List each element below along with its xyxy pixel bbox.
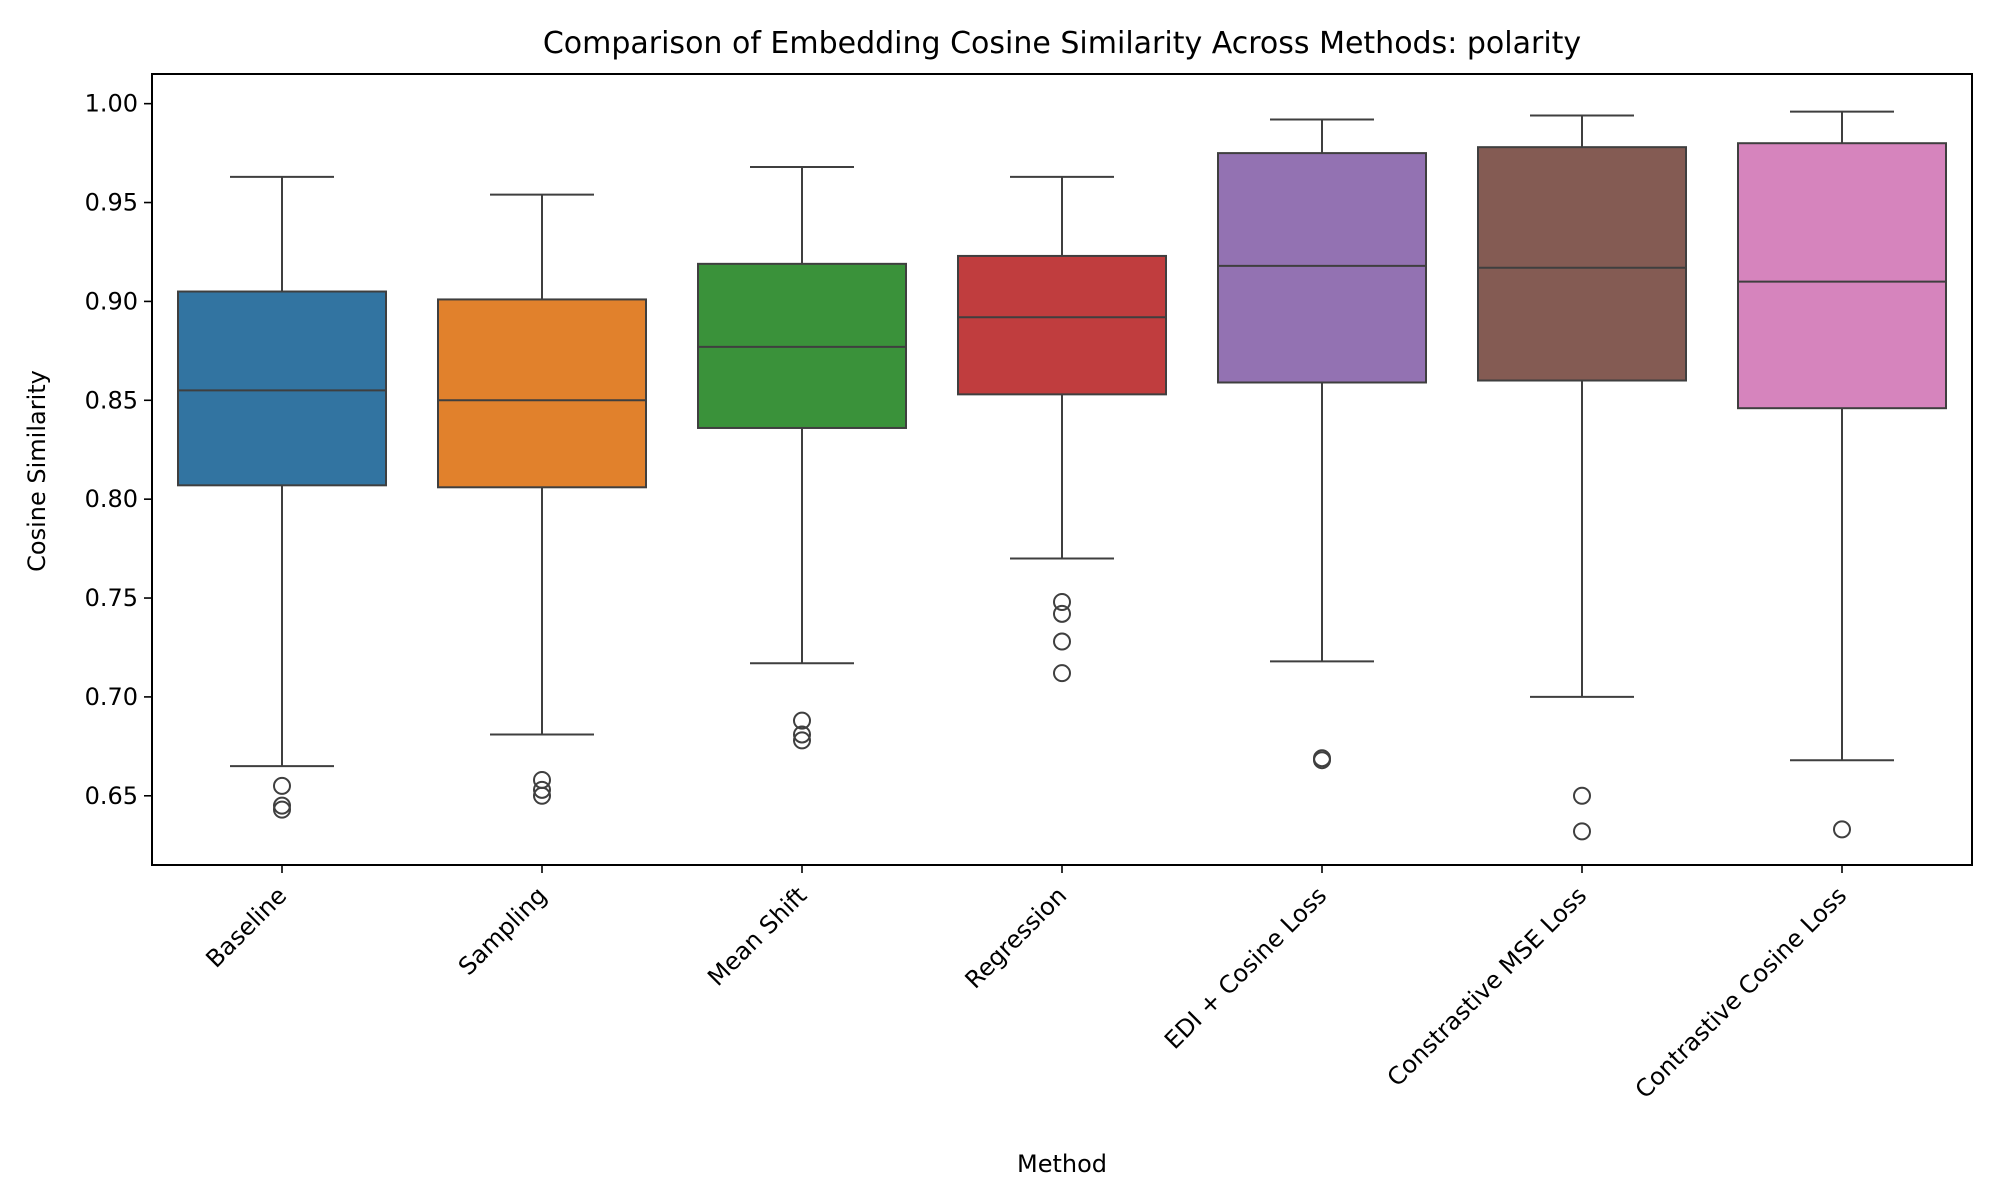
box-iqr [437,298,647,489]
box-iqr [1217,152,1427,384]
chart-title: Comparison of Embedding Cosine Similarit… [543,26,1581,61]
outlier-point [1573,822,1591,841]
outlier-point [273,800,291,819]
y-tick-label: 0.85 [85,386,138,414]
outlier-point [1313,751,1331,770]
outlier-point [1053,592,1071,611]
outlier-point [1053,664,1071,683]
box-iqr [957,254,1167,396]
outlier-point [1053,632,1071,651]
box-iqr [1737,142,1947,410]
outlier-point [793,731,811,750]
box-iqr [177,290,387,487]
y-axis-label: Cosine Similarity [23,370,51,572]
outlier-point [273,776,291,795]
box-iqr [1477,146,1687,382]
plot-frame [151,73,1973,866]
outlier-point [533,786,551,805]
y-tick-label: 0.80 [85,485,138,513]
x-axis-label: Method [1017,1150,1107,1178]
y-tick-label: 0.90 [85,287,138,315]
outlier-point [1053,604,1071,623]
outlier-point [1833,820,1851,839]
outlier-point [1573,786,1591,805]
y-tick-label: 1.00 [85,90,138,118]
y-tick-label: 0.75 [85,584,138,612]
y-tick-label: 0.95 [85,189,138,217]
outlier-point [533,780,551,799]
y-tick-label: 0.70 [85,683,138,711]
outlier-point [793,725,811,744]
y-tick-label: 0.65 [85,782,138,810]
outlier-point [793,711,811,730]
